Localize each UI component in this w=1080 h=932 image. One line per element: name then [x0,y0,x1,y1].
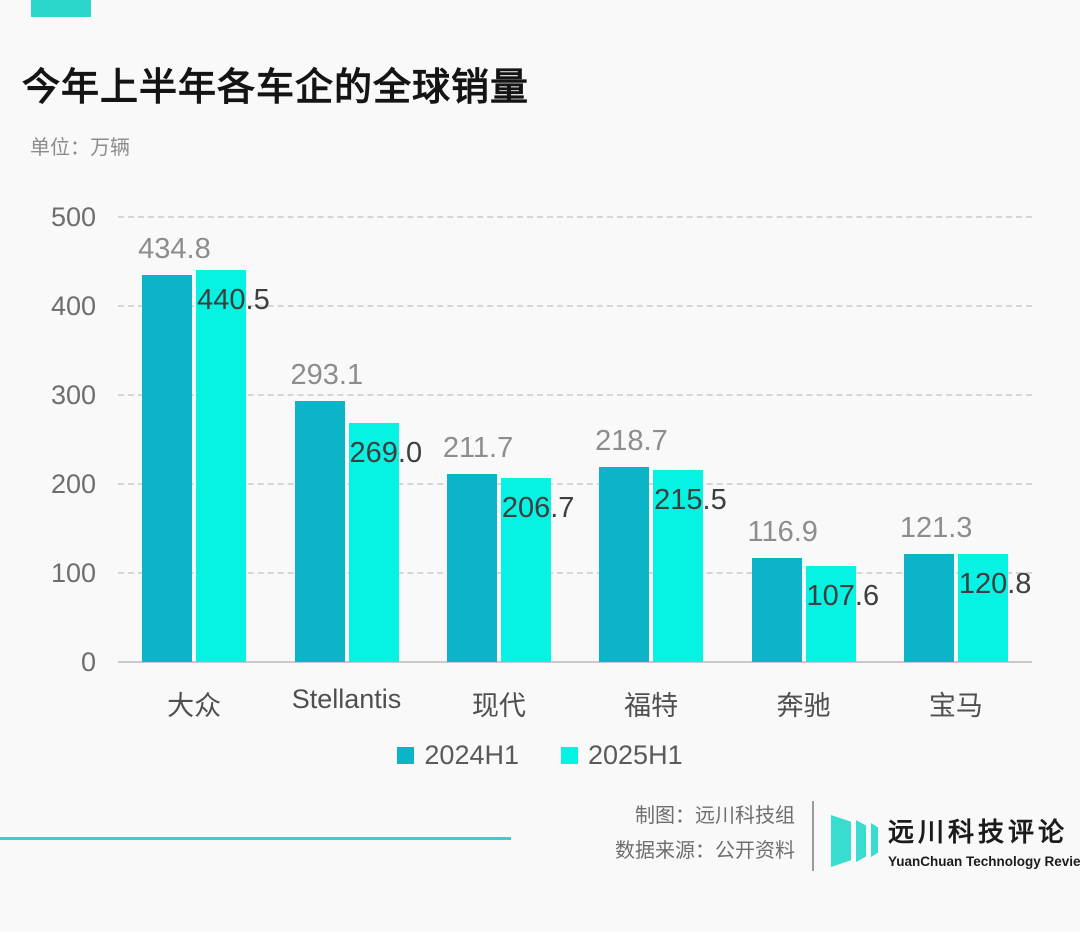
value-label-2024H1: 121.3 [899,512,973,545]
y-axis-tick-label: 500 [50,202,96,232]
y-axis-tick-label: 100 [50,558,96,588]
bar-2024H1 [142,275,193,662]
footer-accent-rule [0,837,511,840]
bar-2025H1 [957,554,1008,662]
credit-author: 制图：远川科技组 [635,805,795,827]
legend-label: 2024H1 [424,740,519,770]
bar-2024H1 [446,473,497,662]
value-label-2024H1: 293.1 [290,359,364,392]
gridline [118,216,1032,218]
value-label-2024H1: 116.9 [747,515,818,548]
footer-divider [812,801,814,871]
bar-2025H1 [805,566,856,662]
logo-title: 远川科技评论 [888,817,1069,847]
y-axis-tick-label: 400 [50,291,96,321]
y-axis-tick-label: 200 [50,469,96,499]
x-axis-line [118,661,1032,663]
value-label-2024H1: 218.7 [595,425,668,458]
page-title: 今年上半年各车企的全球销量 [22,67,530,109]
value-label-2025H1: 215.5 [654,484,727,517]
bar-2024H1 [294,401,345,662]
value-label-2024H1: 211.7 [442,431,514,464]
gridline [118,305,1032,307]
bar-2025H1 [500,478,551,662]
value-label-2025H1: 440.5 [197,283,270,316]
value-label-2025H1: 206.7 [501,492,575,525]
accent-bar [31,0,91,17]
category-label: 福特 [624,691,679,721]
y-axis-tick-label: 300 [50,380,96,410]
logo-flag-icon [831,815,851,867]
category-label: 现代 [471,691,526,721]
gridline [118,394,1032,396]
value-label-2025H1: 269.0 [349,436,423,469]
gridline [118,483,1032,485]
gridline [118,572,1032,574]
category-label: 大众 [167,691,222,721]
bar-2024H1 [599,467,650,662]
bar-2024H1 [903,554,954,662]
legend-item-2025H1: 2025H1 [561,740,683,771]
y-axis-tick-label: 0 [80,647,96,677]
legend-swatch-icon [561,747,578,764]
legend-swatch-icon [397,747,415,764]
logo-text: 远川科技评论 YuanChuan Technology Review [888,812,1080,869]
category-label: Stellantis [291,684,402,714]
logo-flag-icon [871,823,878,857]
category-label: 奔驰 [776,691,831,721]
bar-2025H1 [196,269,247,662]
unit-label: 单位：万辆 [30,137,130,159]
value-label-2024H1: 434.8 [138,233,211,266]
legend-item-2024H1: 2024H1 [397,740,519,771]
value-label-2025H1: 107.6 [806,580,880,613]
logo-flag-icon [856,820,866,862]
legend-label: 2025H1 [588,740,683,770]
credits: 制图：远川科技组 数据来源：公开资料 [615,799,795,869]
category-label: 宝马 [928,691,983,721]
bar-2025H1 [653,470,704,662]
credit-source: 数据来源：公开资料 [615,840,795,862]
logo-subtitle: YuanChuan Technology Review [888,854,1080,869]
bar-2024H1 [751,557,802,662]
chart-legend: 2024H1 2025H1 [0,740,1080,771]
bar-2025H1 [348,422,399,662]
value-label-2025H1: 120.8 [958,568,1032,601]
yuanchuan-logo-icon [831,815,881,869]
